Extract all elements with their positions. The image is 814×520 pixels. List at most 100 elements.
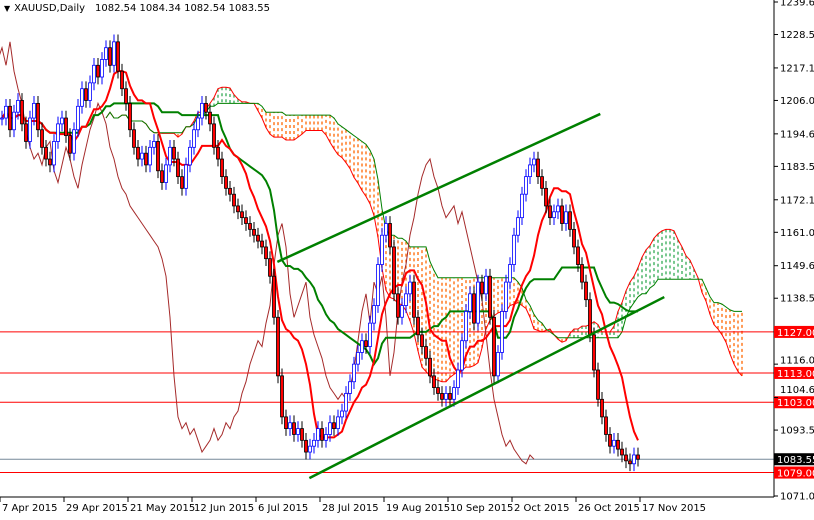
candle-body	[0, 117, 4, 120]
candle-body	[416, 316, 420, 336]
candle-body	[436, 387, 440, 394]
candle-body	[220, 158, 224, 178]
candle-body	[572, 228, 576, 248]
candle-body	[432, 375, 436, 388]
x-tick-label: 26 Oct 2015	[578, 503, 640, 514]
y-tick-label: 1093.50	[780, 426, 814, 437]
candles	[0, 34, 640, 472]
y-tick-label: 1228.50	[780, 30, 814, 41]
candle-body	[344, 393, 348, 412]
y-tick-label: 1183.50	[780, 162, 814, 173]
candle-body	[412, 281, 416, 318]
candle-body	[248, 223, 252, 230]
candle-body	[32, 102, 36, 119]
candle-body	[192, 129, 196, 148]
candle-body	[260, 240, 264, 248]
candle-body	[40, 129, 44, 148]
candle-body	[224, 176, 228, 189]
candle-body	[608, 434, 612, 447]
candle-body	[636, 454, 640, 460]
candle-body	[588, 299, 592, 336]
candle-body	[244, 217, 248, 224]
candle-body	[548, 205, 552, 219]
candle-body	[328, 422, 332, 435]
candle-body	[304, 439, 308, 453]
candle-body	[552, 211, 556, 219]
trendline	[276, 112, 601, 264]
y-tick-label: 1172.10	[780, 195, 814, 206]
candle-body	[632, 454, 636, 465]
candle-body	[128, 102, 132, 131]
candle-body	[500, 311, 504, 353]
chart-title: ▼ XAUUSD,Daily 1082.54 1084.34 1082.54 1…	[4, 3, 270, 14]
candle-body	[152, 141, 156, 148]
candle-body	[584, 281, 588, 301]
candle-body	[388, 223, 392, 248]
candle-body	[156, 141, 160, 172]
candle-body	[400, 305, 404, 318]
candle-body	[84, 88, 88, 101]
candle-body	[472, 293, 476, 324]
candle-body	[208, 111, 212, 125]
last-price-tag: 1083.55	[777, 455, 814, 466]
candle-body	[312, 439, 316, 447]
candle-body	[296, 428, 300, 435]
candle-body	[620, 448, 624, 456]
level-price-tag-bg	[774, 396, 814, 409]
candle-body	[580, 264, 584, 283]
level-price-tag: 1103.00	[777, 398, 814, 409]
candle-body	[24, 123, 28, 142]
candle-body	[476, 281, 480, 324]
candle-body	[272, 275, 276, 318]
candle-body	[408, 281, 412, 295]
candle-body	[496, 352, 500, 377]
x-tick-label: 10 Sep 2015	[450, 503, 513, 514]
candle-body	[300, 428, 304, 441]
candle-body	[488, 275, 492, 318]
candle-body	[60, 117, 64, 125]
candle-body	[596, 369, 600, 400]
dropdown-triangle-icon[interactable]: ▼	[4, 4, 11, 13]
candle-body	[624, 454, 628, 462]
candle-body	[616, 439, 620, 450]
candle-body	[180, 176, 184, 189]
candle-body	[484, 275, 488, 295]
candle-body	[452, 387, 456, 400]
candle-body	[568, 211, 572, 230]
candle-body	[216, 146, 220, 160]
candle-body	[8, 105, 12, 131]
candle-body	[456, 369, 460, 388]
candle-body	[108, 47, 112, 66]
candle-body	[200, 102, 204, 119]
candle-body	[136, 146, 140, 160]
candle-body	[560, 205, 564, 224]
candle-body	[188, 146, 192, 166]
y-tick-label: 1239.60	[780, 0, 814, 9]
candle-body	[124, 88, 128, 104]
candle-body	[168, 146, 172, 166]
candle-body	[492, 316, 496, 377]
senkou-span-a	[105, 86, 743, 383]
y-tick-label: 1217.10	[780, 63, 814, 74]
candle-body	[404, 293, 408, 306]
candle-body	[376, 264, 380, 306]
price-axis-bg	[774, 0, 814, 516]
candle-body	[96, 64, 100, 78]
candle-body	[100, 59, 104, 78]
candle-body	[508, 264, 512, 283]
candle-body	[372, 305, 376, 324]
level-price-tag-bg	[774, 466, 814, 479]
last-price-tag-bg	[774, 453, 814, 466]
candle-body	[340, 410, 344, 418]
candle-body	[336, 416, 340, 430]
candle-body	[28, 117, 32, 142]
candle-body	[240, 211, 244, 219]
time-axis-bg	[0, 497, 814, 516]
candle-body	[164, 164, 168, 183]
candle-body	[132, 129, 136, 148]
candle-body	[140, 152, 144, 160]
trendlines	[276, 112, 665, 480]
